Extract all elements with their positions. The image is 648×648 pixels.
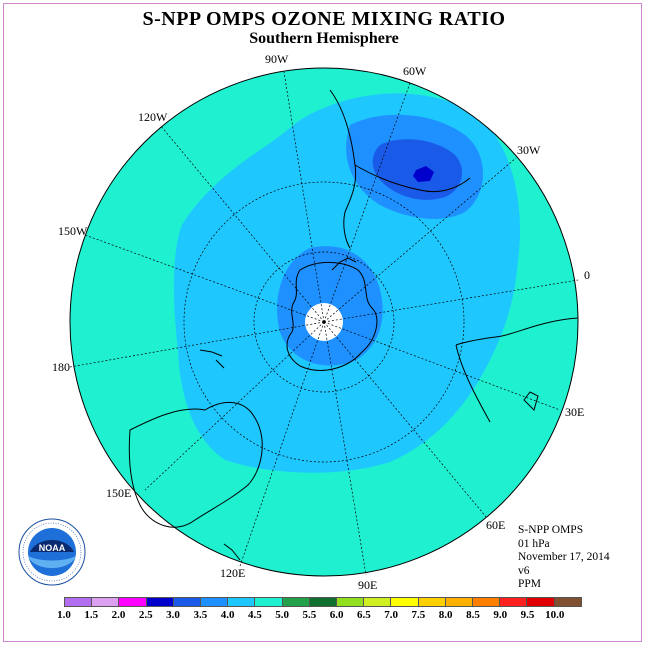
colorbar-tick-label: 10.0 [545,609,565,621]
noaa-logo-text: NOAA [39,543,66,553]
colorbar-tick-label: 1.0 [57,609,71,621]
colorbar-tick-label: 9.5 [520,609,535,621]
coastline-new-zealand [199,349,225,369]
colorbar-segment [364,598,392,606]
coastline-australia [128,401,263,528]
lon-label-150e: 150E [106,486,132,500]
coastline-africa [455,317,579,423]
map-subtitle: Southern Hemisphere [249,30,399,47]
colorbar-segment [445,598,474,606]
colorbar-segment [146,598,174,606]
colorbar-tick-label: 4.5 [247,609,262,621]
lon-label-90e: 90E [358,578,378,592]
info-units: PPM [518,578,542,590]
product-info: S-NPP OMPS 01 hPa November 17, 2014 v6 P… [518,524,610,592]
colorbar-tick-label: 2.5 [138,609,153,621]
colorbar-tick-label: 8.5 [466,609,480,621]
coastline-south-america [329,89,471,249]
colorbar-tick-label: 4.0 [220,609,235,621]
map-title: S-NPP OMPS OZONE MIXING RATIO [142,8,506,30]
info-date: November 17, 2014 [518,551,610,563]
map-border [69,67,579,577]
colorbar-tick-label: 3.0 [166,609,180,621]
colorbar-tick-label: 3.5 [193,609,208,621]
colorbar-segment [554,598,581,606]
lon-label-60w: 60W [403,64,427,78]
info-instrument: S-NPP OMPS [518,524,584,536]
colorbar-segment [119,598,147,606]
colorbar-segment [201,598,229,606]
lon-label-60e: 60E [486,518,506,532]
colorbar-tick-label: 6.0 [329,609,344,621]
colorbar-tick-label: 5.5 [302,609,317,621]
lon-label-120w: 120W [138,110,168,124]
colorbar-segment [527,598,555,606]
meridian-lines [69,71,579,576]
coastline-antarctic-peninsula [331,257,357,271]
ozone-level-2-5-region [413,166,434,182]
info-version: v6 [518,564,530,577]
coastline-madagascar [523,391,539,411]
colorbar-segment [173,598,202,606]
colorbar-segment [473,598,501,606]
colorbar-segment [309,598,338,606]
lon-label-150w: 150W [58,224,88,238]
colorbar-segment [391,598,419,606]
lon-label-30e: 30E [565,405,585,419]
info-level: 01 hPa [518,537,550,550]
colorbar-tick-label: 8.0 [438,609,453,621]
coastline-tasmania [223,543,241,561]
noaa-logo: NOAA [18,518,86,586]
colorbar-segment [228,598,256,606]
lon-label-120e: 120E [220,566,246,580]
colorbar-tick-label: 1.5 [84,609,99,621]
coastlines [128,89,579,561]
colorbar-tick-label: 7.0 [384,609,399,621]
colorbar-tick-label: 9.0 [493,609,508,621]
colorbar-segment [65,598,93,606]
colorbar-segment [92,598,120,606]
colorbar-segment [255,598,283,606]
colorbar-segment [418,598,446,606]
figure-frame [3,3,642,642]
colorbar-tick-label: 7.5 [411,609,426,621]
colorbar-tick-label: 2.0 [111,609,126,621]
colorbar-segment [282,598,310,606]
colorbar-tick-label: 5.0 [275,609,289,621]
lon-label-90w: 90W [265,52,289,66]
lon-label-180: 180 [52,360,70,374]
colorbar [64,597,582,607]
lon-label-30w: 30W [517,143,541,157]
latitude-circles [183,181,465,463]
south-pole-dot [322,320,326,324]
colorbar-segment [500,598,528,606]
colorbar-segment [337,598,365,606]
colorbar-tick-label: 6.5 [357,609,371,621]
lon-label-0: 0 [584,268,590,282]
colorbar-labels: 1.0 1.5 2.0 2.5 3.0 3.5 4.0 4.5 5.0 5.5 6.0 6.5 7.0 7… [0,609,648,623]
coastline-antarctica [286,262,378,371]
